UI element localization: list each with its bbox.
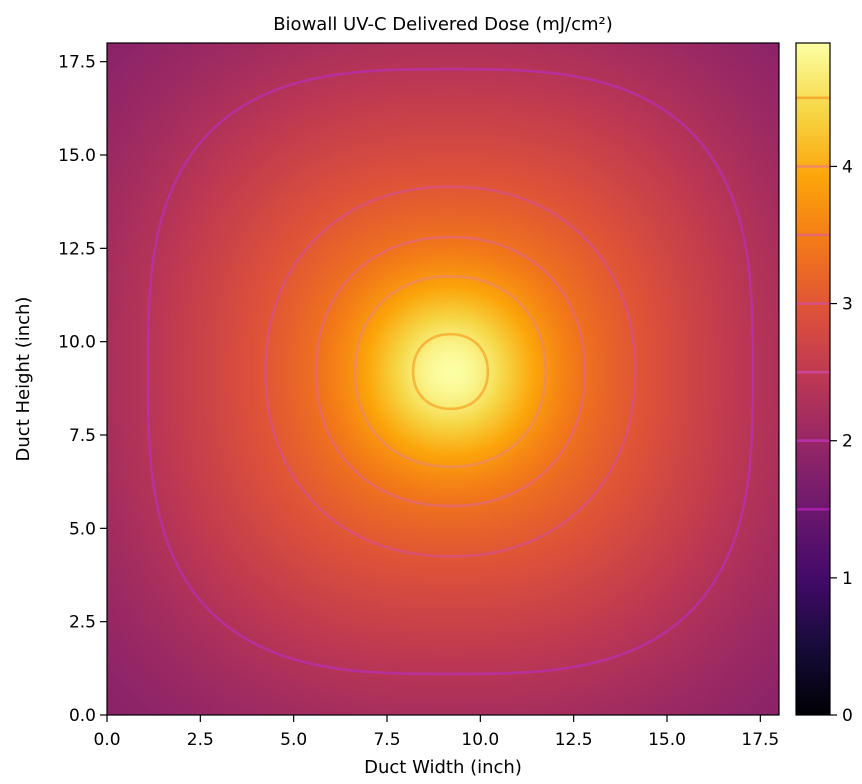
contour-line <box>146 67 755 676</box>
colorbar-tick-label: 3 <box>842 295 853 315</box>
y-tick-label: 2.5 <box>69 613 96 633</box>
x-tick-label: 2.5 <box>187 730 214 750</box>
contour-line <box>411 332 490 411</box>
heatmap-image <box>107 43 779 715</box>
y-tick-label: 5.0 <box>69 519 96 539</box>
y-tick-label: 10.0 <box>58 333 96 353</box>
plot-area <box>107 43 779 715</box>
colorbar: 0 1 2 3 4 <box>795 42 853 726</box>
x-axis-label: Duct Width (inch) <box>364 757 522 778</box>
colorbar-tick-label: 0 <box>842 706 853 726</box>
contour-lines <box>146 67 755 676</box>
x-tick-label: 7.5 <box>373 730 400 750</box>
x-tick-label: 0.0 <box>93 730 120 750</box>
x-tick-label: 5.0 <box>280 730 307 750</box>
y-tick-label: 0.0 <box>69 706 96 726</box>
y-tick-label: 12.5 <box>58 239 96 259</box>
x-tick-label: 10.0 <box>461 730 499 750</box>
colorbar-ticks: 0 1 2 3 4 <box>830 157 853 726</box>
colorbar-tick-label: 4 <box>842 157 853 177</box>
chart-title: Biowall UV-C Delivered Dose (mJ/cm²) <box>273 14 613 35</box>
y-tick-label: 7.5 <box>69 426 96 446</box>
colorbar-tick-label: 1 <box>842 569 853 589</box>
y-axis-label: Duct Height (inch) <box>13 297 34 462</box>
contour-line <box>314 235 587 508</box>
x-tick-label: 15.0 <box>648 730 686 750</box>
y-axis-ticks: 0.0 2.5 5.0 7.5 10.0 12.5 15.0 17.5 <box>58 53 107 726</box>
contour-line <box>264 185 637 558</box>
y-tick-label: 17.5 <box>58 53 96 73</box>
colorbar-gradient <box>796 43 830 715</box>
y-tick-label: 15.0 <box>58 146 96 166</box>
contour-line <box>353 275 547 469</box>
colorbar-contour-marks <box>796 96 830 511</box>
colorbar-frame <box>795 42 831 716</box>
x-tick-label: 12.5 <box>555 730 593 750</box>
colorbar-tick-label: 2 <box>842 432 853 452</box>
x-tick-label: 17.5 <box>741 730 779 750</box>
x-axis-ticks: 0.0 2.5 5.0 7.5 10.0 12.5 15.0 17.5 <box>93 715 779 750</box>
plot-frame <box>106 42 780 716</box>
